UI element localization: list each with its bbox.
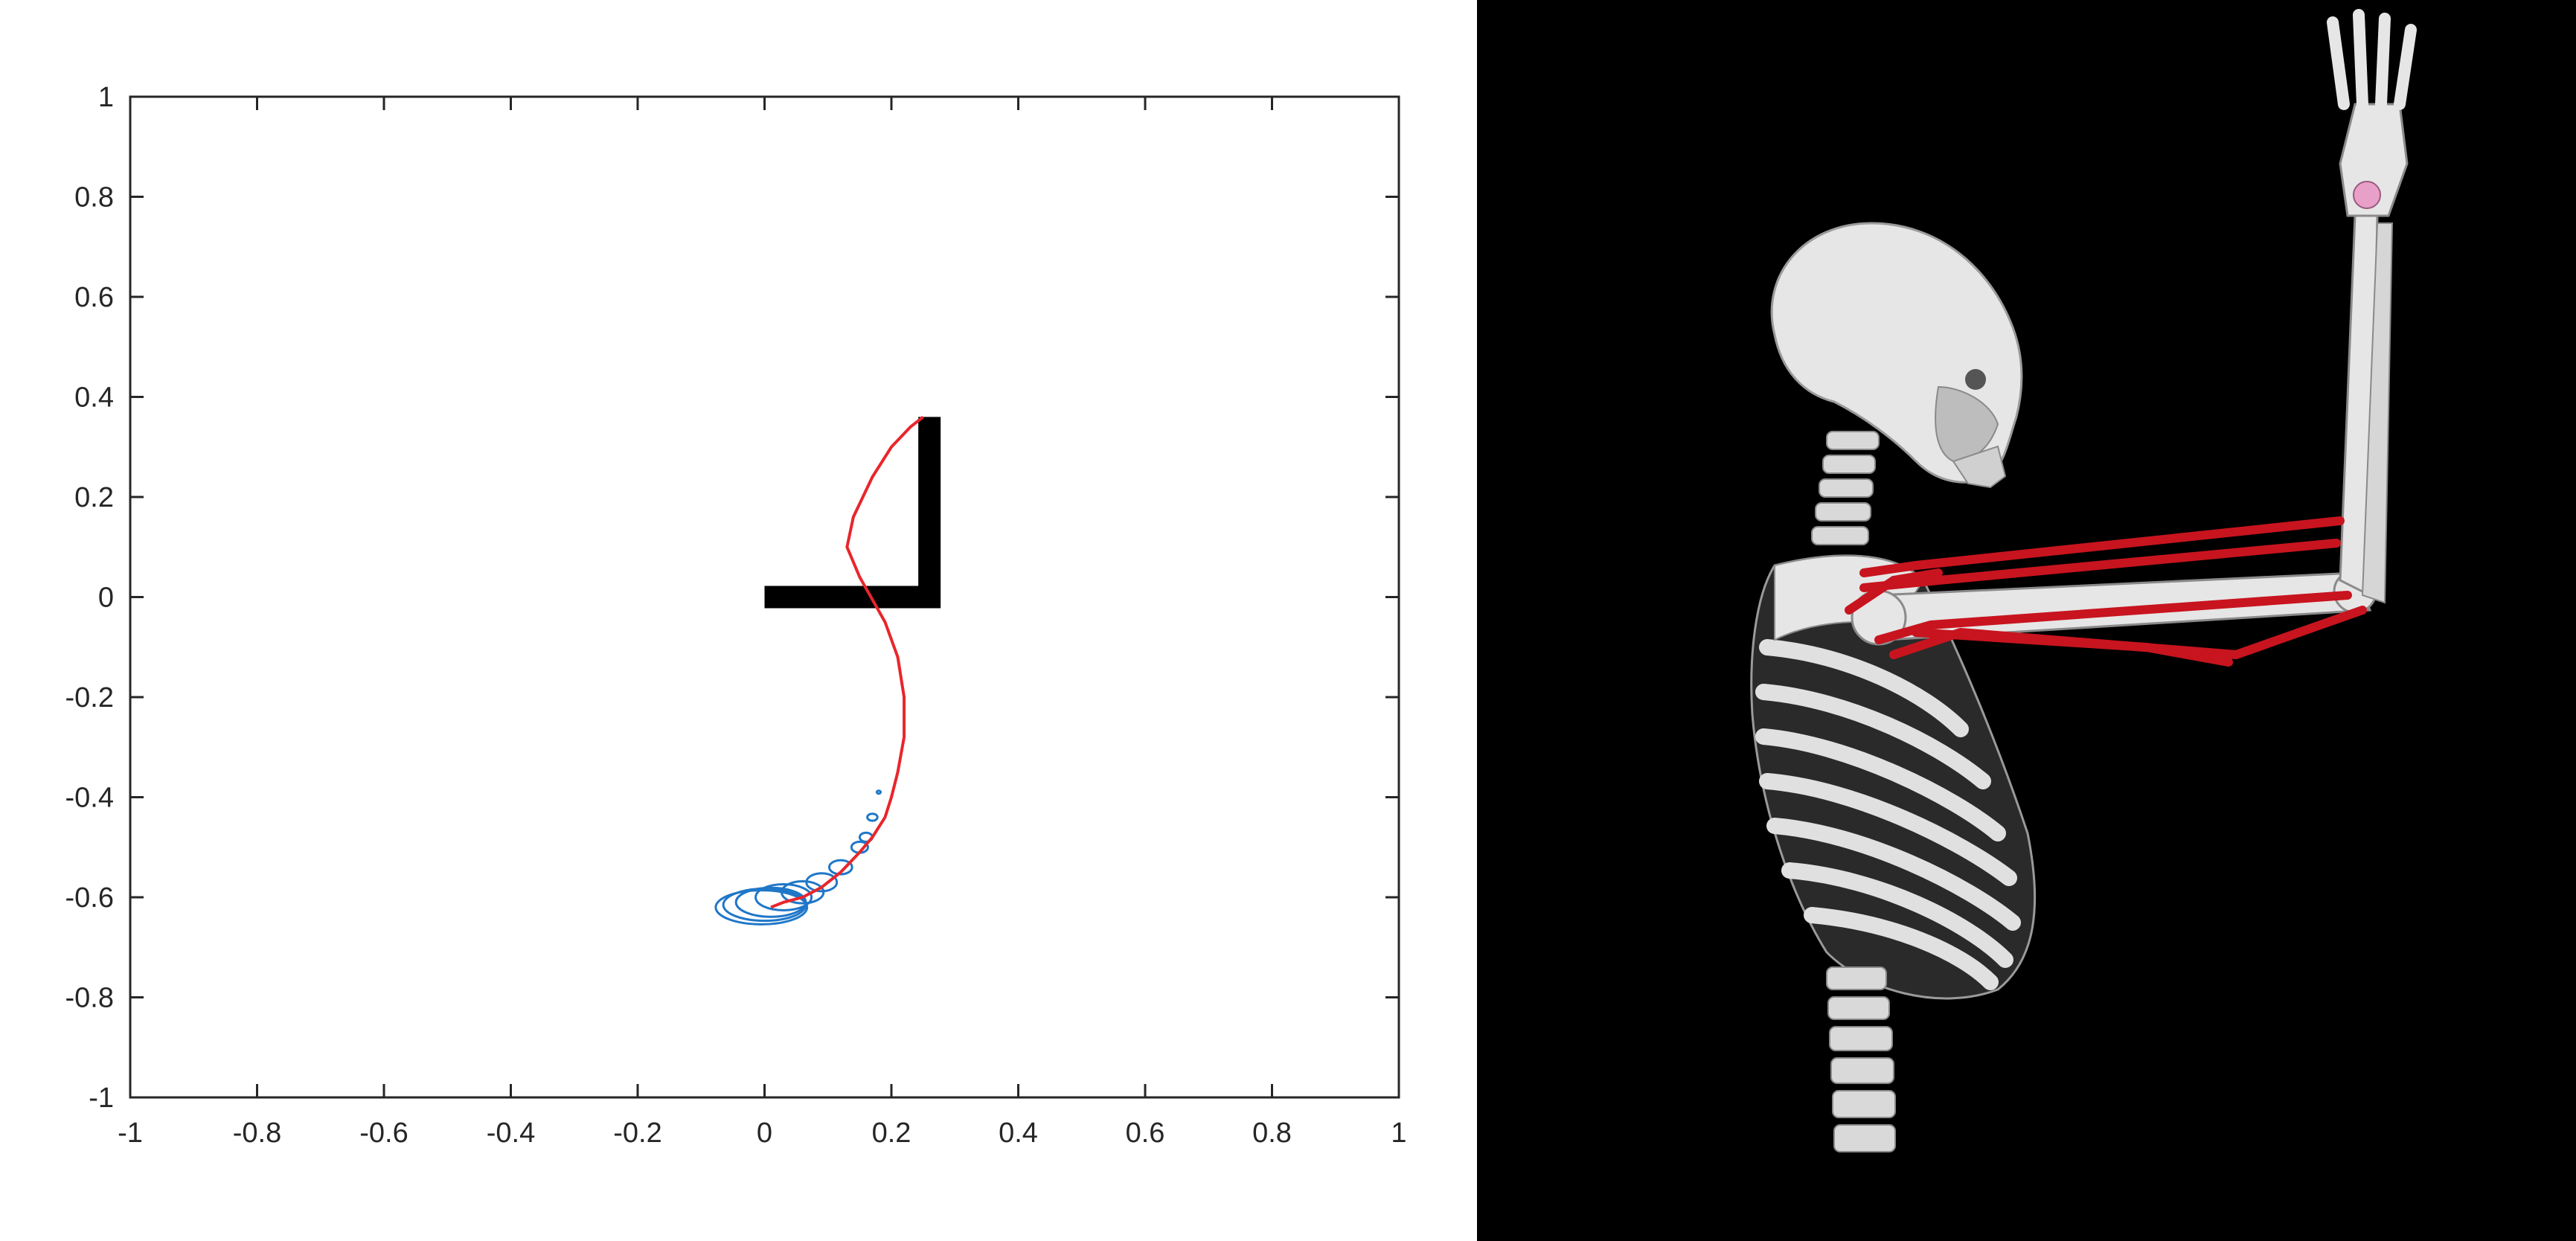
y-tick-label: 0.2	[74, 482, 114, 513]
x-tick-label: -0.4	[487, 1117, 535, 1149]
y-tick-label: 1	[98, 82, 114, 113]
trajectory-plot-panel: -1 -0.8 -0.6 -0.4 -0.2 0 0.2 0.4 0.6 0.8 1 -1 -0.8 -0…	[65, 82, 1407, 1149]
x-tick-label: 0	[757, 1117, 772, 1149]
x-tick-label: 0.2	[872, 1117, 911, 1149]
y-tick-label: -0.8	[65, 983, 114, 1014]
trajectory-ellipse	[714, 889, 809, 926]
wrist-marker	[2353, 181, 2381, 209]
x-tick-label: 0.4	[999, 1117, 1038, 1149]
skull	[1770, 222, 2023, 489]
skeleton-render	[1750, 9, 2417, 1152]
x-tick-label: 1	[1391, 1117, 1406, 1149]
plot-content	[714, 415, 941, 926]
trajectory-ellipse	[827, 859, 853, 876]
rib-cage	[1750, 554, 2037, 1000]
muscles	[1845, 516, 2367, 667]
x-tick-label: -1	[118, 1117, 143, 1149]
cervical-spine	[1811, 431, 1880, 545]
musculoskeletal-simulation-view	[1477, 0, 2576, 1241]
forearm	[2339, 214, 2394, 604]
x-tick-label: -0.2	[613, 1117, 661, 1149]
y-tick-label: -0.4	[65, 783, 114, 814]
y-tick-label: 0.6	[74, 282, 114, 313]
y-tick-label: -0.2	[65, 682, 114, 714]
trajectory-ellipse	[875, 789, 882, 795]
x-tick-label: -0.8	[233, 1117, 281, 1149]
arm-link-line	[764, 417, 941, 609]
trajectory-ellipse	[754, 883, 813, 911]
x-tick-label: 0.6	[1126, 1117, 1165, 1149]
trajectory-ellipse	[866, 812, 879, 822]
y-tick-label: -1	[89, 1083, 114, 1114]
x-tick-label: 0.8	[1252, 1117, 1292, 1149]
y-tick-label: -0.6	[65, 882, 114, 914]
trajectory-line	[770, 415, 924, 909]
y-tick-label: 0.4	[74, 382, 114, 414]
axis-ticks: -1 -0.8 -0.6 -0.4 -0.2 0 0.2 0.4 0.6 0.8 1 -1 -0.8 -0…	[65, 82, 1407, 1149]
y-tick-label: 0.8	[74, 182, 114, 214]
hand	[2327, 9, 2417, 217]
x-tick-label: -0.6	[359, 1117, 408, 1149]
trajectory-plot: -1 -0.8 -0.6 -0.4 -0.2 0 0.2 0.4 0.6 0.8 1 -1 -0.8 -0…	[65, 82, 1407, 1149]
y-tick-label: 0	[98, 583, 114, 614]
lumbar-spine	[1826, 966, 1896, 1152]
